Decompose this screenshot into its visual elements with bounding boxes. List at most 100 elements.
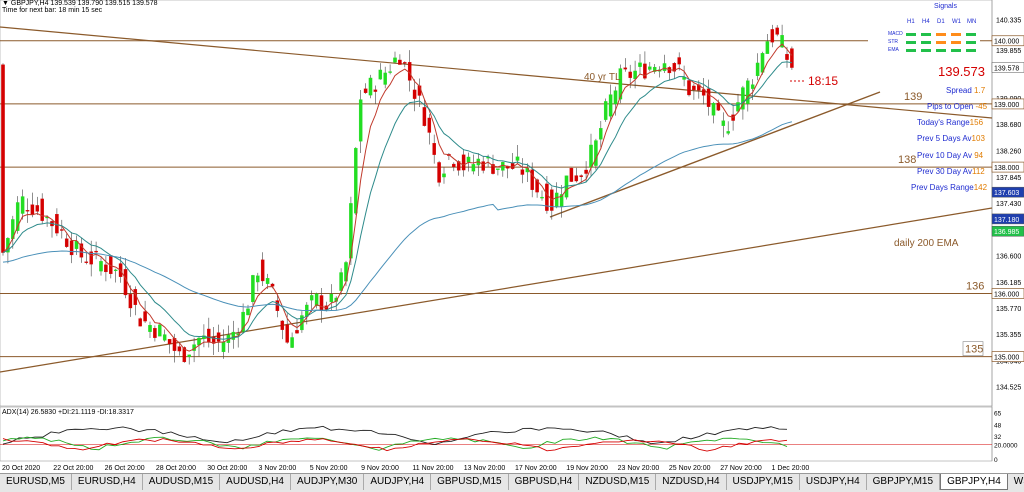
forty-year-trendline	[0, 26, 993, 119]
chart-tab[interactable]: GBPJPY,H4	[940, 474, 1008, 490]
signal-cell	[921, 33, 931, 36]
signal-cell	[936, 41, 946, 44]
candle-body	[491, 164, 495, 174]
candle-body	[251, 275, 255, 303]
candle-body	[633, 70, 637, 80]
chart-tab[interactable]: GBPUSD,H4	[509, 474, 580, 490]
candle-body	[510, 162, 515, 169]
candle-body	[403, 62, 407, 64]
candle-body	[701, 89, 706, 96]
candle-body	[246, 308, 250, 316]
candle-body	[603, 101, 608, 120]
adx-line	[2, 425, 788, 445]
price-tick: 135.355	[996, 332, 1021, 339]
candle-body	[589, 144, 593, 168]
candle-body	[456, 161, 461, 171]
candle-body	[378, 69, 383, 80]
x-tick: 17 Nov 20:00	[515, 465, 557, 472]
chart-tab[interactable]: AUDJPY,M30	[291, 474, 365, 490]
chart-tab[interactable]: USDJPY,M15	[727, 474, 800, 490]
candle-body	[69, 240, 74, 256]
candle-body	[1, 64, 5, 253]
candle-body	[113, 269, 118, 272]
chart-tabs: EURUSD,M5 EURUSD,H4 AUDUSD,M15 AUDUSD,H4 AUD…	[0, 473, 1024, 492]
candle-body	[412, 89, 417, 99]
candle-body	[574, 175, 579, 182]
chart-tab[interactable]: EURUSD,H4	[72, 474, 143, 490]
signal-cell	[951, 49, 961, 52]
price-tick: 139.855	[996, 48, 1021, 55]
candle-body	[128, 294, 133, 309]
candle-body	[569, 167, 574, 182]
x-tick: 26 Oct 20:00	[105, 465, 145, 472]
candle-body	[755, 62, 760, 77]
chart-tab[interactable]: AUDUSD,M15	[143, 474, 221, 490]
chart-tab[interactable]: NZDUSD,H4	[656, 474, 727, 490]
chart-header: ▼ GBPJPY,H4 139.539 139.790 139.515 139.…	[2, 0, 157, 14]
prev30-value: 112	[972, 167, 985, 176]
candle-body	[677, 57, 681, 65]
level-tag-text: 135.000	[994, 355, 1019, 362]
signal-timeframe: H1	[907, 19, 915, 25]
x-tick: 13 Nov 20:00	[464, 465, 506, 472]
chart-tab[interactable]: EURUSD,M5	[0, 474, 72, 490]
candle-body	[167, 339, 172, 345]
level-label: 139	[904, 91, 922, 103]
signal-cell	[906, 41, 916, 44]
chart-tab[interactable]: USDJPY,H4	[800, 474, 867, 490]
chart-tab[interactable]: AUDUSD,H4	[220, 474, 291, 490]
x-tick: 28 Oct 20:00	[156, 465, 196, 472]
candle-body	[628, 71, 632, 78]
level-label-box	[962, 341, 984, 356]
candle-body	[398, 59, 402, 65]
chart-tab[interactable]: GBPJPY,M15	[867, 474, 941, 490]
adx-label: ADX(14) 26.5830 +DI:21.1119 -DI:18.3317	[2, 409, 134, 416]
candle-body	[716, 102, 721, 111]
candle-body	[275, 300, 280, 311]
big-price: 139.573	[938, 64, 985, 79]
prev10-range: Prev 10 Day Av 94	[917, 151, 984, 160]
level-tag	[991, 35, 1024, 47]
candle-body	[775, 27, 779, 35]
candle-body	[84, 261, 89, 263]
x-tick: 23 Nov 20:00	[618, 465, 660, 472]
pips-value: -45	[975, 102, 988, 111]
chart-tab[interactable]: GBPUSD,M15	[431, 474, 509, 490]
level-label: 135	[965, 344, 983, 356]
candle-body	[741, 87, 745, 110]
rising-trendline	[549, 91, 881, 218]
chart-tab[interactable]: AUDJPY,H4	[364, 474, 432, 490]
candle-body	[427, 117, 432, 133]
signal-cell	[936, 49, 946, 52]
candle-body	[393, 57, 397, 63]
prevdays-value: 142	[973, 183, 988, 192]
signal-cell	[951, 33, 961, 36]
candle-body	[319, 295, 324, 311]
candle-body	[442, 173, 446, 178]
candle-body	[339, 272, 343, 291]
candle-body	[780, 35, 784, 48]
candle-body	[520, 169, 525, 175]
chart-tab[interactable]: NZDUSD,M15	[579, 474, 657, 490]
candle-body	[158, 324, 162, 337]
candle-body	[721, 120, 726, 126]
price-tag-text: 136.985	[994, 229, 1019, 236]
candle-body	[726, 131, 730, 134]
signal-timeframe: MN	[967, 19, 977, 25]
chart-tab[interactable]: WS30,H4	[1008, 474, 1024, 490]
candle-body	[20, 196, 25, 214]
candle-body	[265, 278, 270, 284]
candle-body	[388, 71, 392, 73]
candle-body	[260, 259, 265, 282]
candle-body	[354, 148, 358, 214]
candle-body	[25, 210, 30, 212]
candle-body	[466, 156, 471, 163]
candle-body	[40, 198, 44, 221]
candle-body	[236, 333, 240, 336]
candle-body	[584, 169, 588, 174]
candle-body	[515, 156, 520, 161]
candle-body	[554, 192, 559, 208]
level-tag-text: 140.000	[994, 39, 1019, 46]
candle-body	[35, 205, 40, 212]
candle-body	[295, 330, 299, 334]
